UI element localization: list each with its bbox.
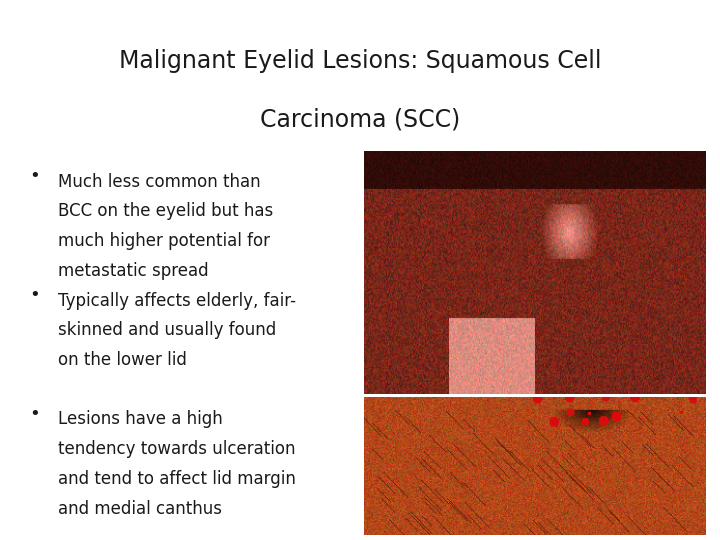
Text: Malignant Eyelid Lesions: Squamous Cell: Malignant Eyelid Lesions: Squamous Cell bbox=[119, 49, 601, 72]
Text: much higher potential for: much higher potential for bbox=[58, 232, 269, 250]
Text: metastatic spread: metastatic spread bbox=[58, 262, 208, 280]
Text: Carcinoma (SCC): Carcinoma (SCC) bbox=[260, 108, 460, 132]
Text: and tend to affect lid margin: and tend to affect lid margin bbox=[58, 470, 295, 488]
Text: on the lower lid: on the lower lid bbox=[58, 351, 186, 369]
Text: Typically affects elderly, fair-: Typically affects elderly, fair- bbox=[58, 292, 296, 309]
Text: •: • bbox=[29, 286, 40, 304]
Text: Lesions have a high: Lesions have a high bbox=[58, 410, 222, 428]
Text: Much less common than: Much less common than bbox=[58, 173, 260, 191]
Text: •: • bbox=[29, 405, 40, 423]
Text: and medial canthus: and medial canthus bbox=[58, 500, 222, 517]
Text: BCC on the eyelid but has: BCC on the eyelid but has bbox=[58, 202, 273, 220]
Text: tendency towards ulceration: tendency towards ulceration bbox=[58, 440, 295, 458]
Text: •: • bbox=[29, 167, 40, 185]
Text: skinned and usually found: skinned and usually found bbox=[58, 321, 276, 339]
